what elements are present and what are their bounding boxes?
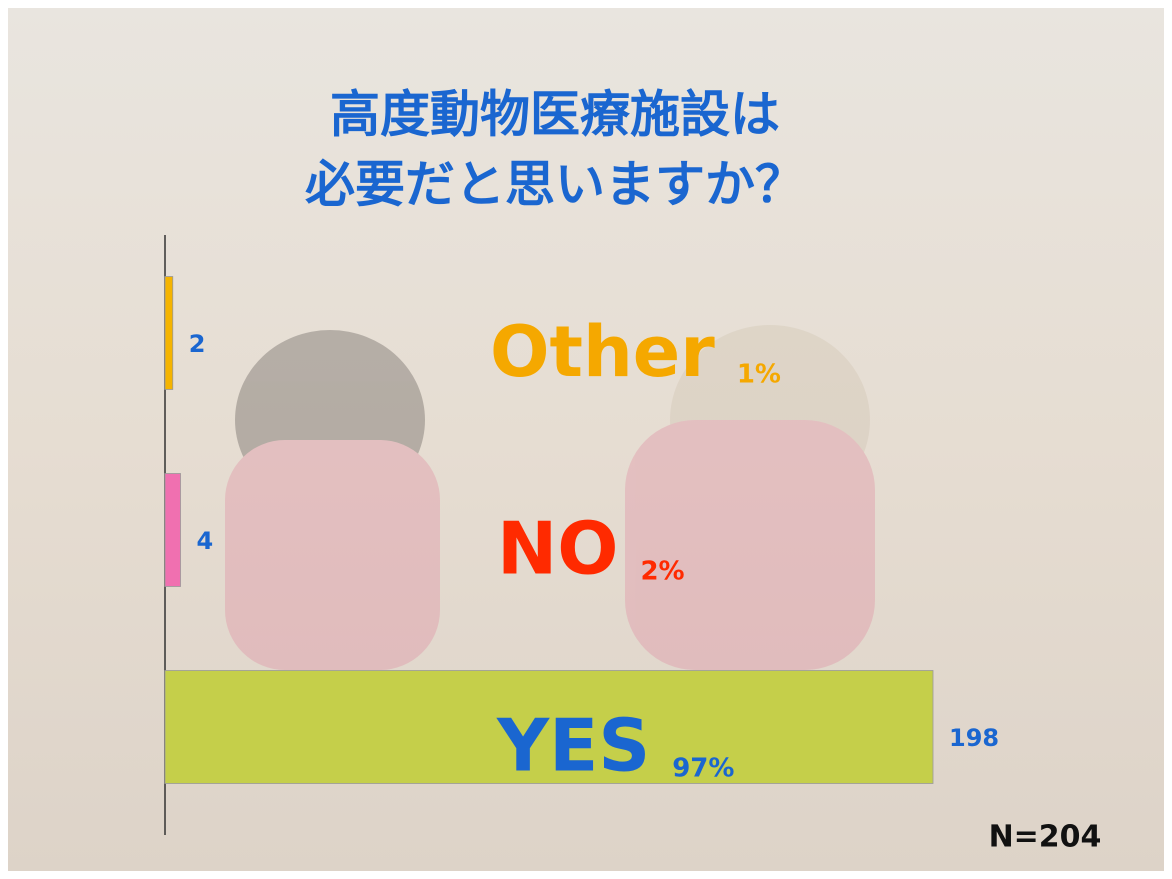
chart-title: 必要だと思いますか？ (305, 156, 805, 214)
percent-label: 2% (640, 557, 684, 587)
percent-label: 97% (672, 754, 734, 784)
chart-title: 高度動物医療施設は (330, 86, 780, 144)
value-label: 198 (949, 724, 999, 752)
value-label: 4 (197, 527, 214, 555)
note: N=204 (989, 820, 1102, 855)
bar (164, 670, 934, 784)
value-label: 2 (189, 330, 206, 358)
percent-label: 1% (737, 360, 781, 390)
category-label: NO (497, 507, 618, 591)
category-label: YES (496, 704, 650, 788)
bar (164, 276, 174, 390)
category-label: Other (490, 311, 715, 393)
bar (164, 473, 181, 587)
photo-shapes (225, 325, 875, 670)
